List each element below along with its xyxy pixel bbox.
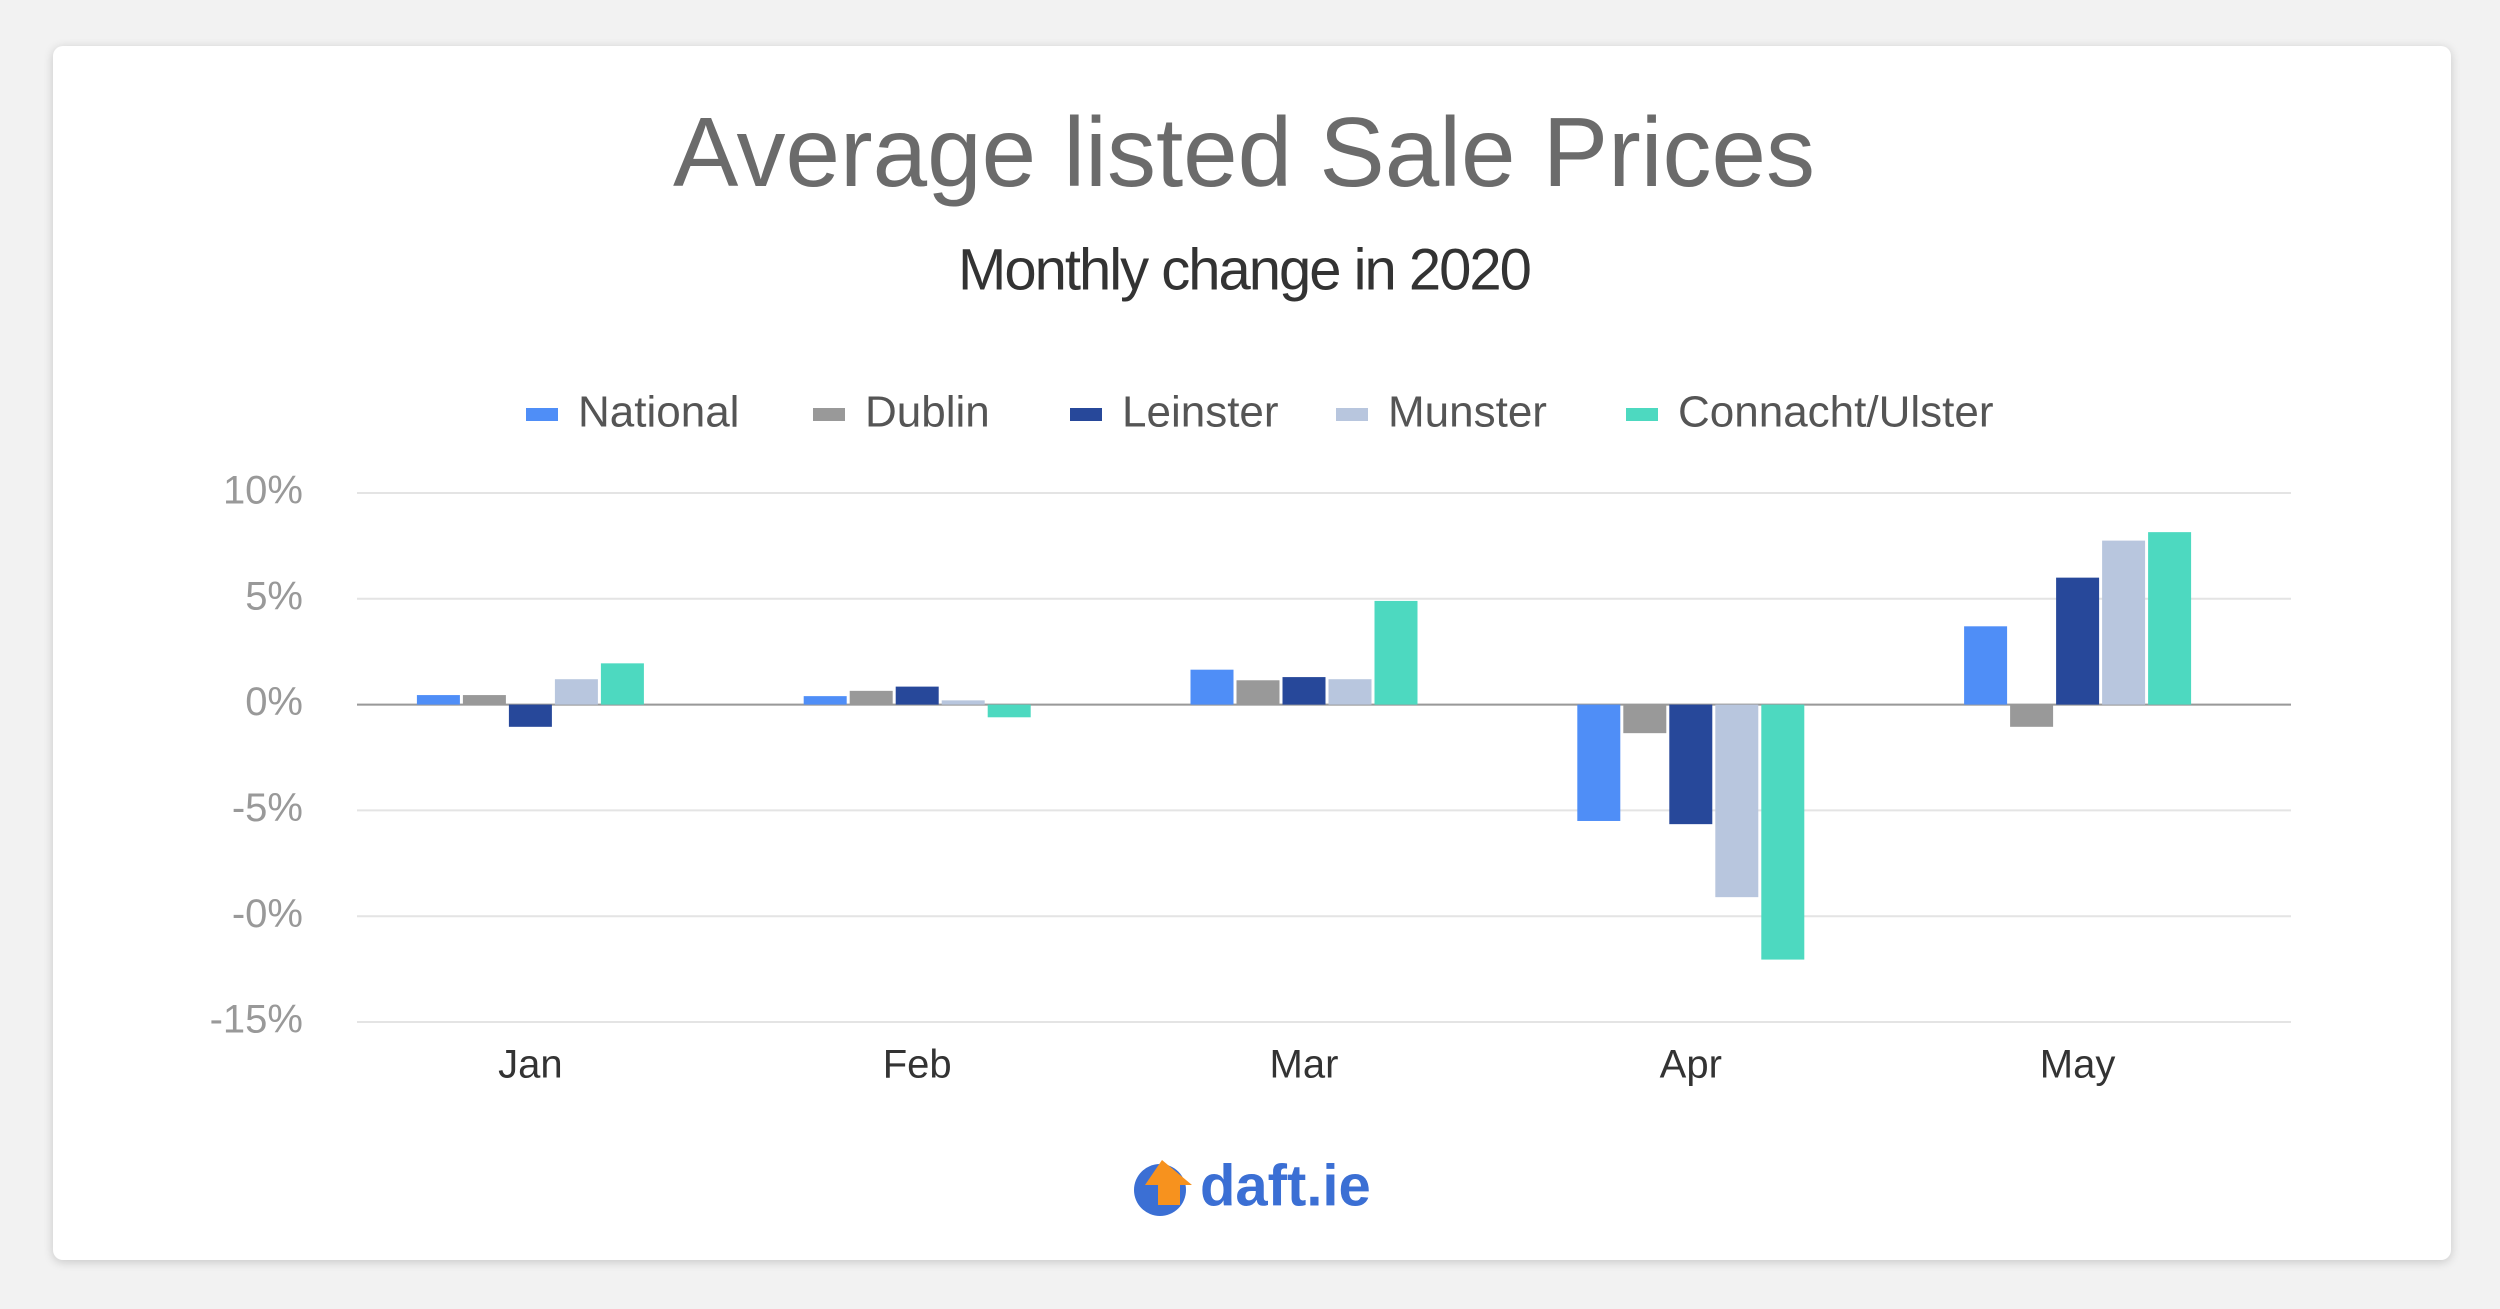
bar: [416, 695, 460, 705]
chart-subtitle: Monthly change in 2020: [958, 237, 1530, 302]
y-tick-label: 10%: [223, 469, 303, 513]
y-tick-label: 5%: [245, 574, 303, 618]
bar: [803, 696, 847, 705]
legend-label: Connacht/Ulster: [1678, 388, 1993, 437]
bar: [1761, 704, 1805, 960]
bar: [1964, 626, 2008, 705]
legend-label: Munster: [1388, 388, 1547, 437]
legend-swatch: [1626, 408, 1658, 421]
bar: [600, 663, 644, 705]
bar: [554, 679, 598, 705]
bar: [895, 686, 939, 705]
bar: [941, 700, 985, 705]
bar: [1577, 704, 1621, 821]
bar: [2010, 704, 2054, 727]
bar: [462, 695, 506, 705]
bar: [2056, 577, 2100, 705]
x-tick-label: Feb: [883, 1043, 952, 1087]
bar: [1715, 704, 1759, 898]
bar: [1623, 704, 1667, 734]
x-tick-label: May: [2040, 1043, 2116, 1087]
bar: [2102, 540, 2146, 705]
y-tick-label: -0%: [232, 892, 303, 936]
y-tick-label: 0%: [245, 680, 303, 724]
card: [53, 46, 2451, 1260]
legend-swatch: [813, 408, 845, 421]
bar: [1669, 704, 1713, 825]
bar: [2148, 532, 2192, 705]
bar: [1190, 669, 1234, 705]
bar: [849, 690, 893, 705]
chart-title: Average listed Sale Prices: [673, 97, 1815, 207]
bar: [1236, 680, 1280, 705]
legend-swatch: [1070, 408, 1102, 421]
y-tick-label: -15%: [210, 998, 303, 1042]
bar: [987, 704, 1031, 718]
legend-label: National: [578, 388, 739, 437]
logo-text: daft.ie: [1200, 1153, 1371, 1218]
legend-label: Leinster: [1122, 388, 1279, 437]
bar: [1374, 600, 1418, 705]
x-tick-label: Jan: [498, 1043, 563, 1087]
legend-swatch: [1336, 408, 1368, 421]
x-tick-label: Mar: [1270, 1043, 1339, 1087]
bar: [1282, 677, 1326, 705]
bar: [508, 704, 552, 727]
y-tick-label: -5%: [232, 786, 303, 830]
x-tick-label: Apr: [1660, 1043, 1722, 1087]
logo-icon: [1134, 1160, 1192, 1216]
bar: [1328, 679, 1372, 705]
legend-swatch: [526, 408, 558, 421]
legend-label: Dublin: [865, 388, 990, 437]
